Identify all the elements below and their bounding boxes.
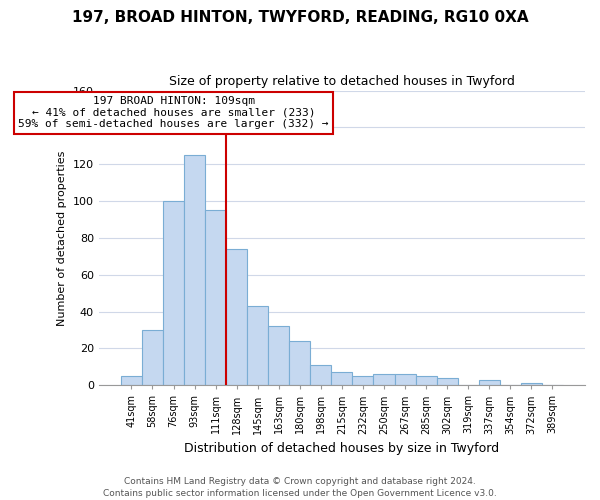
- Bar: [352, 376, 373, 386]
- Bar: [416, 376, 437, 386]
- Bar: [373, 374, 395, 386]
- Bar: [247, 306, 268, 386]
- X-axis label: Distribution of detached houses by size in Twyford: Distribution of detached houses by size …: [184, 442, 499, 455]
- Bar: [521, 384, 542, 386]
- Bar: [289, 341, 310, 386]
- Bar: [142, 330, 163, 386]
- Title: Size of property relative to detached houses in Twyford: Size of property relative to detached ho…: [169, 75, 515, 88]
- Bar: [163, 201, 184, 386]
- Bar: [395, 374, 416, 386]
- Bar: [121, 376, 142, 386]
- Bar: [226, 249, 247, 386]
- Bar: [184, 155, 205, 386]
- Text: 197 BROAD HINTON: 109sqm
← 41% of detached houses are smaller (233)
59% of semi-: 197 BROAD HINTON: 109sqm ← 41% of detach…: [18, 96, 329, 130]
- Text: 197, BROAD HINTON, TWYFORD, READING, RG10 0XA: 197, BROAD HINTON, TWYFORD, READING, RG1…: [71, 10, 529, 25]
- Bar: [437, 378, 458, 386]
- Y-axis label: Number of detached properties: Number of detached properties: [57, 150, 67, 326]
- Bar: [268, 326, 289, 386]
- Bar: [310, 365, 331, 386]
- Bar: [479, 380, 500, 386]
- Text: Contains HM Land Registry data © Crown copyright and database right 2024.
Contai: Contains HM Land Registry data © Crown c…: [103, 476, 497, 498]
- Bar: [331, 372, 352, 386]
- Bar: [205, 210, 226, 386]
